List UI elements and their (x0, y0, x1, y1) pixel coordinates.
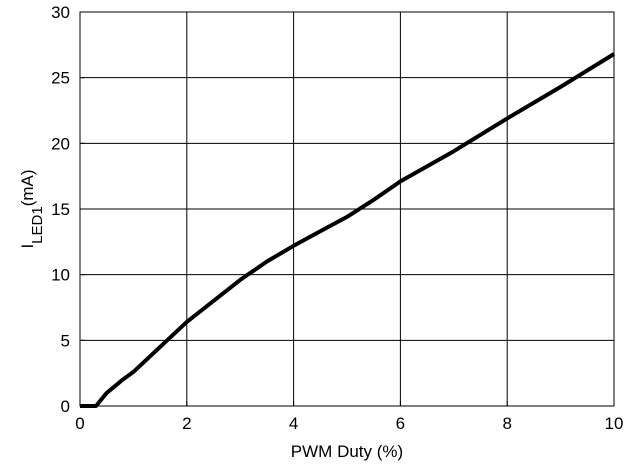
y-axis-ticks: 0 5 10 15 20 25 30 (51, 3, 85, 416)
x-tick-label: 0 (75, 414, 84, 433)
x-axis-label: PWM Duty (%) (291, 442, 403, 461)
x-tick-label: 2 (182, 414, 191, 433)
y-tick-label: 20 (51, 134, 70, 153)
x-axis-ticks: 0 2 4 6 8 10 (75, 401, 623, 433)
y-tick-label: 5 (61, 331, 70, 350)
x-tick-label: 6 (396, 414, 405, 433)
y-axis-label-unit: (mA) (18, 169, 37, 206)
y-tick-label: 15 (51, 200, 70, 219)
y-axis-label: ILED1(mA) (18, 169, 46, 248)
y-tick-label: 30 (51, 3, 70, 22)
y-tick-label: 10 (51, 266, 70, 285)
y-tick-label: 25 (51, 69, 70, 88)
x-tick-label: 4 (289, 414, 298, 433)
x-tick-label: 10 (605, 414, 624, 433)
series-layer (80, 52, 616, 408)
y-axis-label-main: I (18, 244, 37, 249)
y-tick-label: 0 (61, 397, 70, 416)
x-tick-label: 8 (502, 414, 511, 433)
y-axis-label-subscript: LED1 (29, 206, 46, 244)
series-line (80, 52, 616, 408)
